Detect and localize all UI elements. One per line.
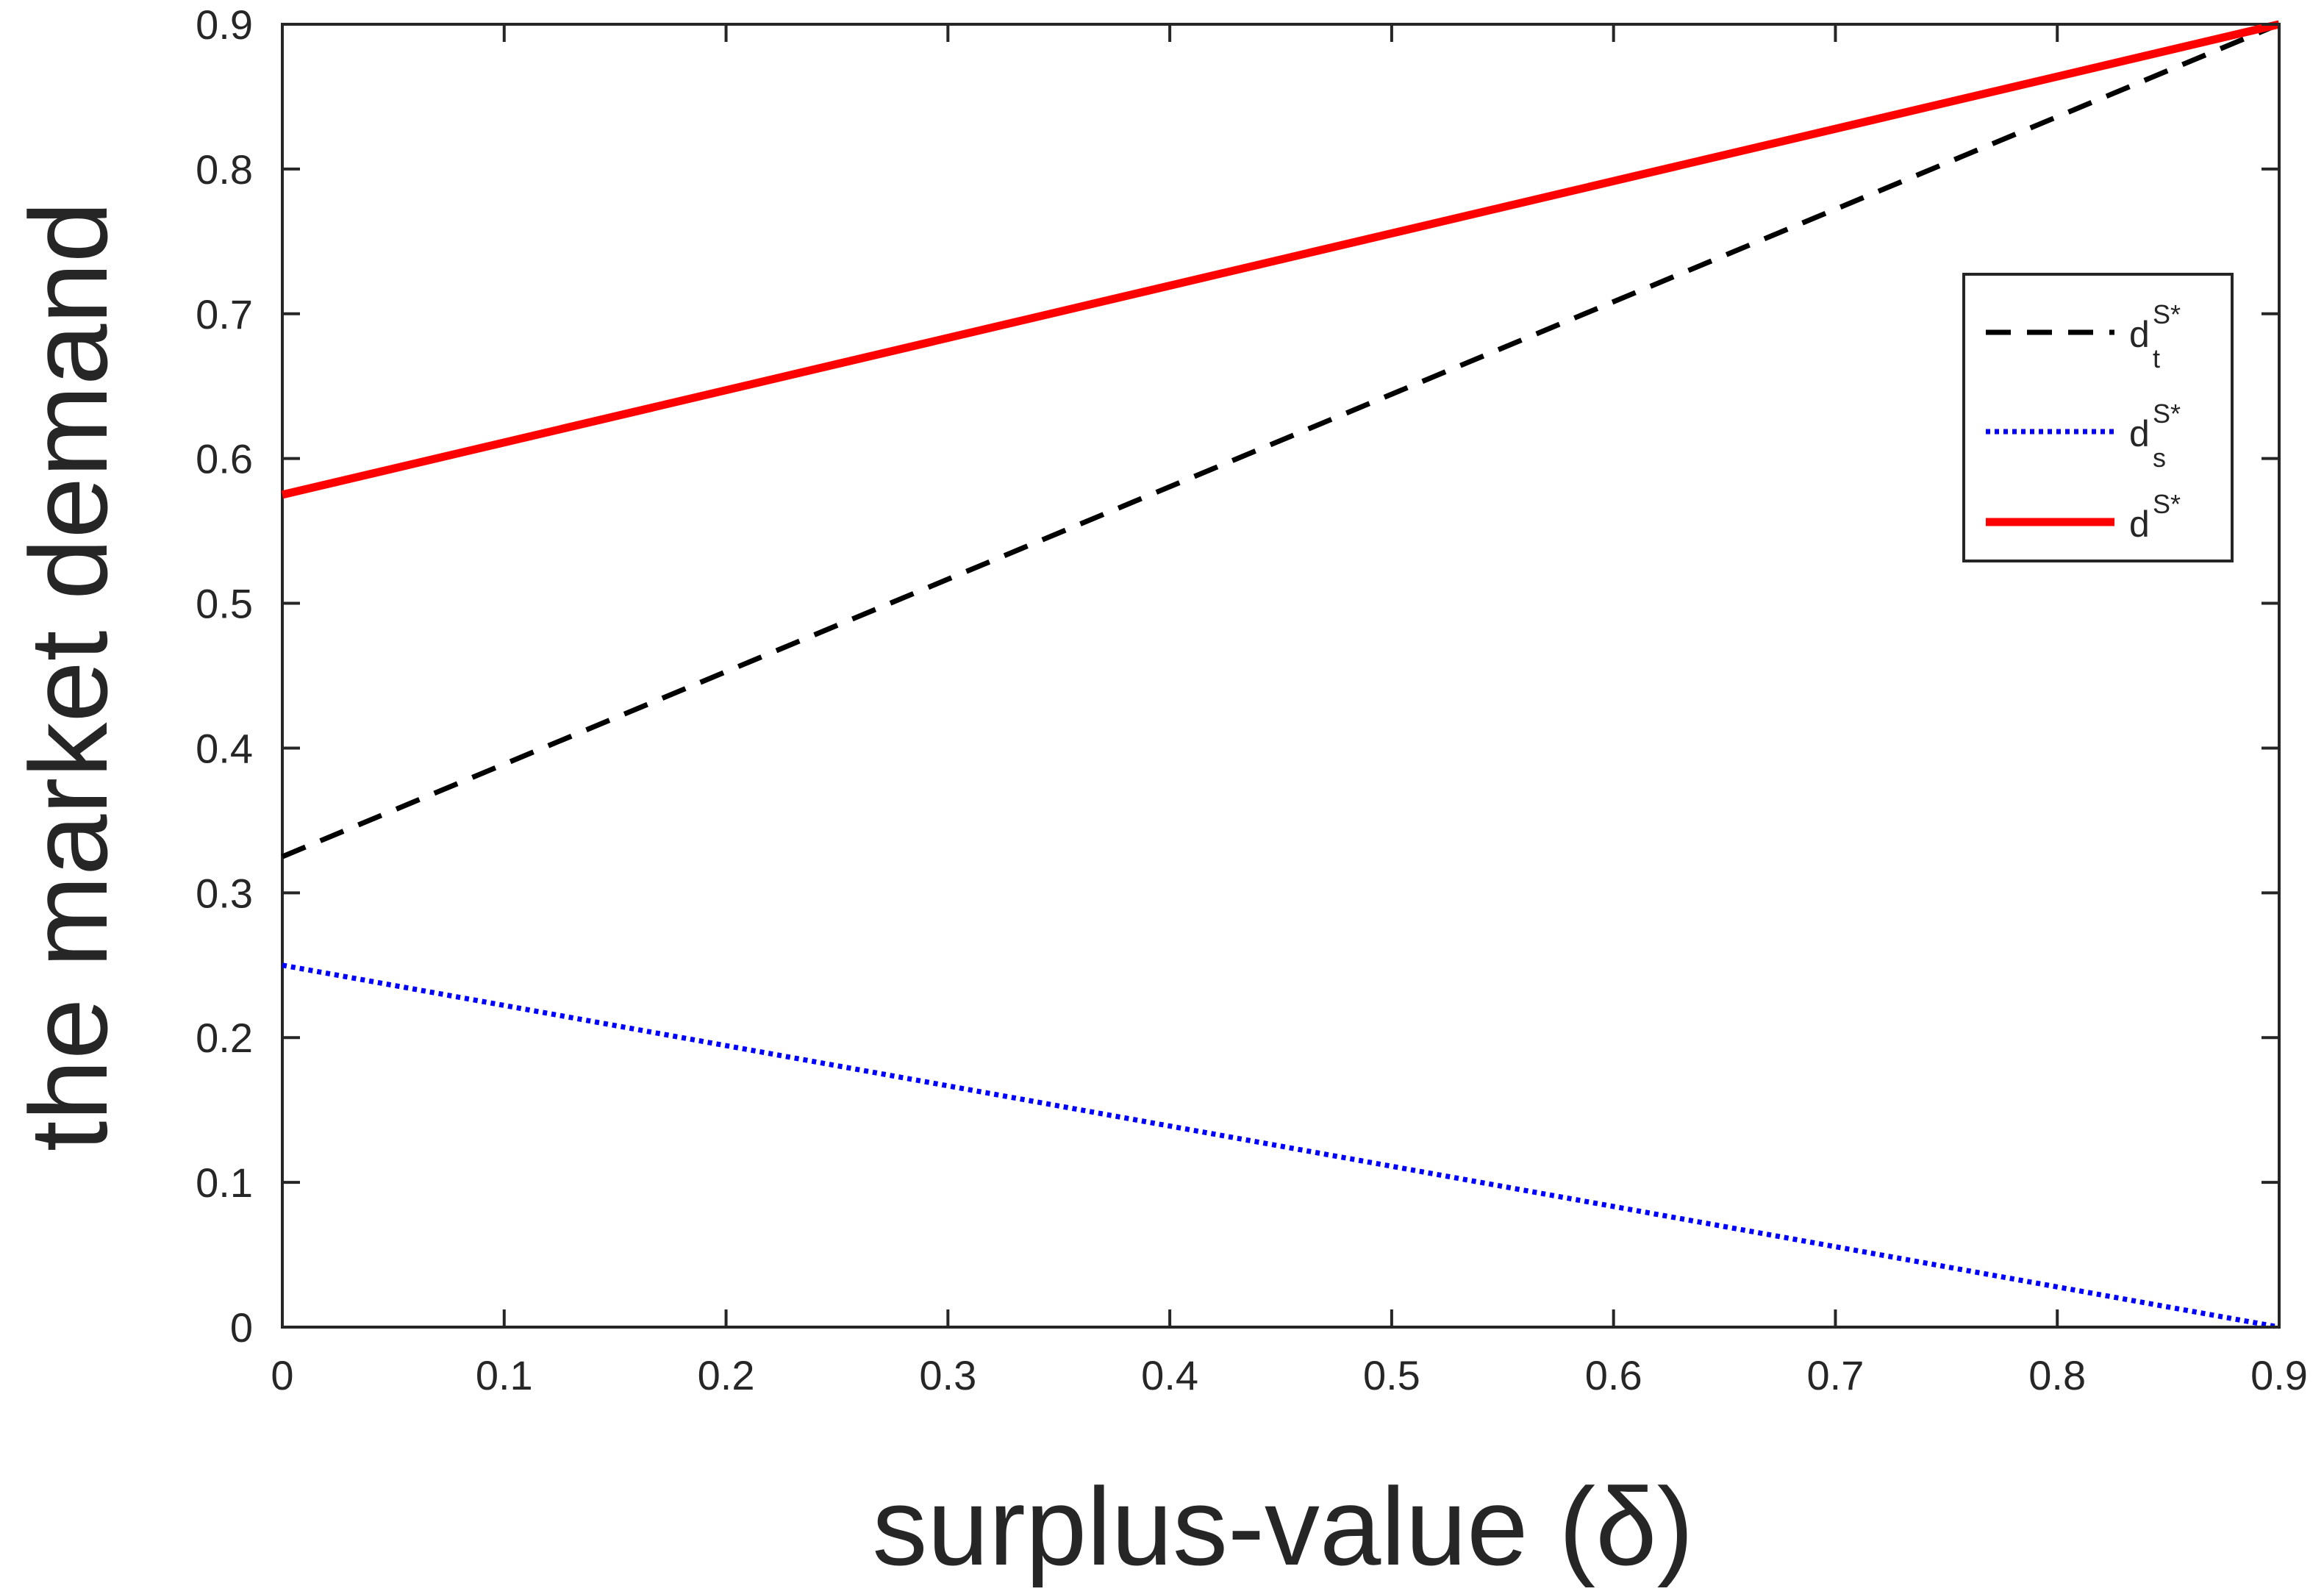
x-tick-label: 0 (271, 1352, 293, 1398)
y-tick-label: 0.9 (196, 1, 253, 48)
x-tick-label: 0.2 (698, 1352, 755, 1398)
y-tick-label: 0.1 (196, 1159, 253, 1206)
legend-label-sup: S* (2153, 398, 2181, 429)
y-tick-label: 0.8 (196, 146, 253, 193)
x-axis-title: surplus-value (δ) (872, 1465, 1693, 1588)
series-line-3 (281, 20, 2281, 499)
y-tick-label: 0.6 (196, 436, 253, 482)
legend-label-3: d (2129, 504, 2150, 545)
x-tick-label: 0.9 (2250, 1352, 2308, 1398)
x-tick-label: 0.8 (2028, 1352, 2086, 1398)
y-tick-label: 0.5 (196, 581, 253, 627)
legend: d S*td S*sd S* (1962, 273, 2234, 562)
legend-label-sup: S* (2153, 489, 2181, 519)
legend-label-sub: s (2153, 443, 2166, 473)
y-tick-label: 0.3 (196, 870, 253, 916)
legend-label-sub: t (2153, 343, 2160, 374)
legend-label-1: d (2129, 314, 2150, 355)
x-tick-label: 0.3 (919, 1352, 976, 1398)
x-tick-label: 0.7 (1807, 1352, 1864, 1398)
x-tick-label: 0.6 (1585, 1352, 1642, 1398)
y-axis-title: the market demand (7, 201, 130, 1151)
y-tick-label: 0 (230, 1304, 253, 1351)
y-tick-label: 0.7 (196, 291, 253, 337)
x-tick-label: 0.5 (1363, 1352, 1420, 1398)
legend-box (1962, 273, 2234, 562)
y-tick-label: 0.4 (196, 725, 253, 771)
legend-label-2: d (2129, 413, 2150, 454)
series-line-2 (282, 962, 2280, 1330)
plot-frame (281, 23, 2281, 1329)
x-tick-label: 0.1 (476, 1352, 533, 1398)
x-tick-label: 0.4 (1141, 1352, 1198, 1398)
legend-label-sup: S* (2153, 299, 2181, 329)
series-lines (281, 20, 2281, 1330)
y-tick-label: 0.2 (196, 1015, 253, 1061)
series-line-1 (281, 21, 2281, 859)
